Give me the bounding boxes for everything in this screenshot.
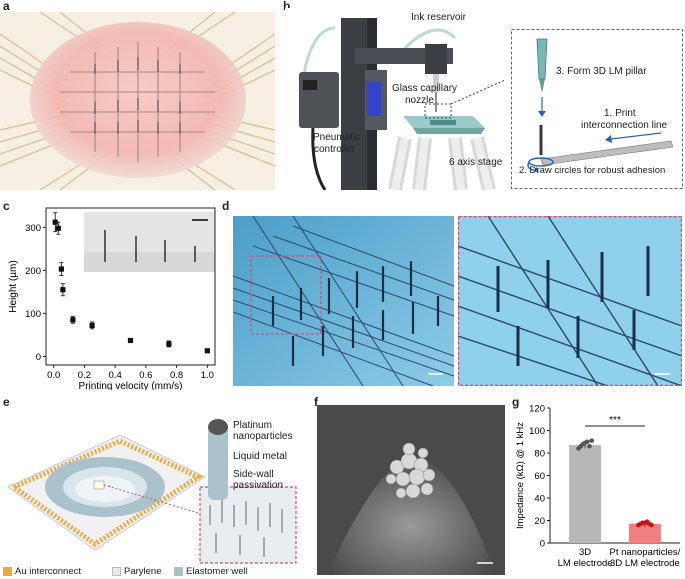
panel-g-bar xyxy=(628,523,661,543)
panel-g-category-label: LM electrode xyxy=(558,558,613,569)
panel-letter-e: e xyxy=(3,395,10,409)
panel-c-data-point xyxy=(52,219,58,225)
panel-c-data-point xyxy=(204,348,210,354)
label-step1b: interconnection line xyxy=(581,120,668,131)
legend-swatch-elastomer xyxy=(174,567,183,576)
panel-d-microscope-left xyxy=(233,216,454,386)
label-glass-capillary: Glass capillary xyxy=(392,83,458,94)
label-step3: 3. Form 3D LM pillar xyxy=(556,66,647,77)
panel-c-xtick-label: 0.4 xyxy=(109,370,122,381)
panel-g-category-label: Pt nanoparticles/ xyxy=(610,547,681,558)
label-nozzle: nozzle xyxy=(405,95,434,106)
label-controller: controller xyxy=(314,144,356,155)
panel-c-data-point xyxy=(89,322,95,329)
panel-letter-f: f xyxy=(314,395,318,409)
panel-c-plot-frame xyxy=(45,207,216,366)
panel-b-printer-illustration xyxy=(285,8,507,190)
panel-b-inset-steps xyxy=(511,29,683,189)
panel-g-ytick-label: 0 xyxy=(540,539,545,550)
panel-c-xtick-label: 0.2 xyxy=(78,370,91,381)
panel-c-xtick-label: 0.8 xyxy=(170,370,183,381)
panel-c-xtick-label: 0.6 xyxy=(139,370,152,381)
label-step1a: 1. Print xyxy=(604,108,636,119)
legend-label-elastomer: Elastomer well xyxy=(186,566,248,577)
panel-c-ytick-label: 100 xyxy=(25,309,41,320)
panel-g-ytick-label: 20 xyxy=(534,516,545,527)
panel-c-data-point xyxy=(58,266,64,272)
panel-c-xtick-label: 0.0 xyxy=(47,370,60,381)
label-passivation: passivation xyxy=(233,480,284,491)
panel-d-microscope-zoom xyxy=(458,216,682,386)
panel-letter-c: c xyxy=(3,199,10,213)
panel-g-significance-label: *** xyxy=(609,415,621,426)
panel-g-bar xyxy=(569,445,602,543)
panel-c-chart: 0.0 0.2 0.4 0.6 0.8 1.0 0 100 200 300 Printing vel… xyxy=(8,207,216,390)
panel-letter-a: a xyxy=(3,0,10,13)
legend-swatch-au xyxy=(3,567,12,576)
legend-swatch-parylene xyxy=(112,567,121,576)
panel-e-legend: Au interconnect Parylene Elastomer well xyxy=(3,566,303,578)
panel-letter-d: d xyxy=(222,199,230,213)
panel-g-category-label: 3D xyxy=(579,547,591,558)
panel-c-ylabel: Height (µm) xyxy=(8,260,19,312)
legend-label-au: Au interconnect xyxy=(15,566,82,577)
panel-letter-b: b xyxy=(283,0,291,13)
panel-g-ytick-label: 120 xyxy=(529,404,545,415)
panel-g-data-point xyxy=(585,439,590,445)
panel-g-ytick-label: 80 xyxy=(534,449,545,460)
panel-letter-g: g xyxy=(512,395,520,409)
panel-g-data-point xyxy=(589,438,594,443)
panel-a-image xyxy=(0,12,275,190)
panel-c-data-point xyxy=(60,287,66,293)
label-pneumatic: Pneumatic xyxy=(313,132,361,143)
legend-label-parylene: Parylene xyxy=(124,566,162,577)
label-platinum: Platinum xyxy=(233,420,272,431)
panel-g-data-point xyxy=(649,522,654,528)
panel-g-ytick-label: 40 xyxy=(534,494,545,505)
label-6-axis-stage: 6 axis stage xyxy=(449,157,503,168)
panel-c-data-point xyxy=(166,341,172,347)
panel-e-device-illustration xyxy=(7,419,297,564)
panel-g-ytick-label: 60 xyxy=(534,471,545,482)
panel-c-data-point xyxy=(127,337,134,344)
label-ink-reservoir: Ink reservoir xyxy=(411,12,467,23)
panel-g-ylabel: Impedance (kΩ) @ 1 kHz xyxy=(515,422,526,529)
label-nanoparticles: nanoparticles xyxy=(233,431,293,442)
label-side-wall: Side-wall xyxy=(233,469,274,480)
label-liquid-metal: Liquid metal xyxy=(233,451,287,462)
panel-c-ytick-label: 0 xyxy=(36,352,41,363)
panel-c-data-point xyxy=(55,225,61,231)
panel-g-ytick-label: 100 xyxy=(529,426,545,437)
panel-c-ytick-label: 300 xyxy=(25,223,41,234)
panel-c-xtick-label: 1.0 xyxy=(201,370,214,381)
panel-c-sem-inset xyxy=(84,212,215,272)
panel-c-ytick-label: 200 xyxy=(25,266,41,277)
panel-c-xlabel: Printing velocity (mm/s) xyxy=(79,381,183,390)
panel-g-data-point xyxy=(587,443,592,449)
label-step2: 2. Draw circles for robust adhesion xyxy=(519,165,666,176)
panel-g-category-label: 3D LM electrode xyxy=(610,558,680,569)
panel-f-sem-image xyxy=(317,405,505,575)
panel-c-data-point xyxy=(70,317,76,323)
